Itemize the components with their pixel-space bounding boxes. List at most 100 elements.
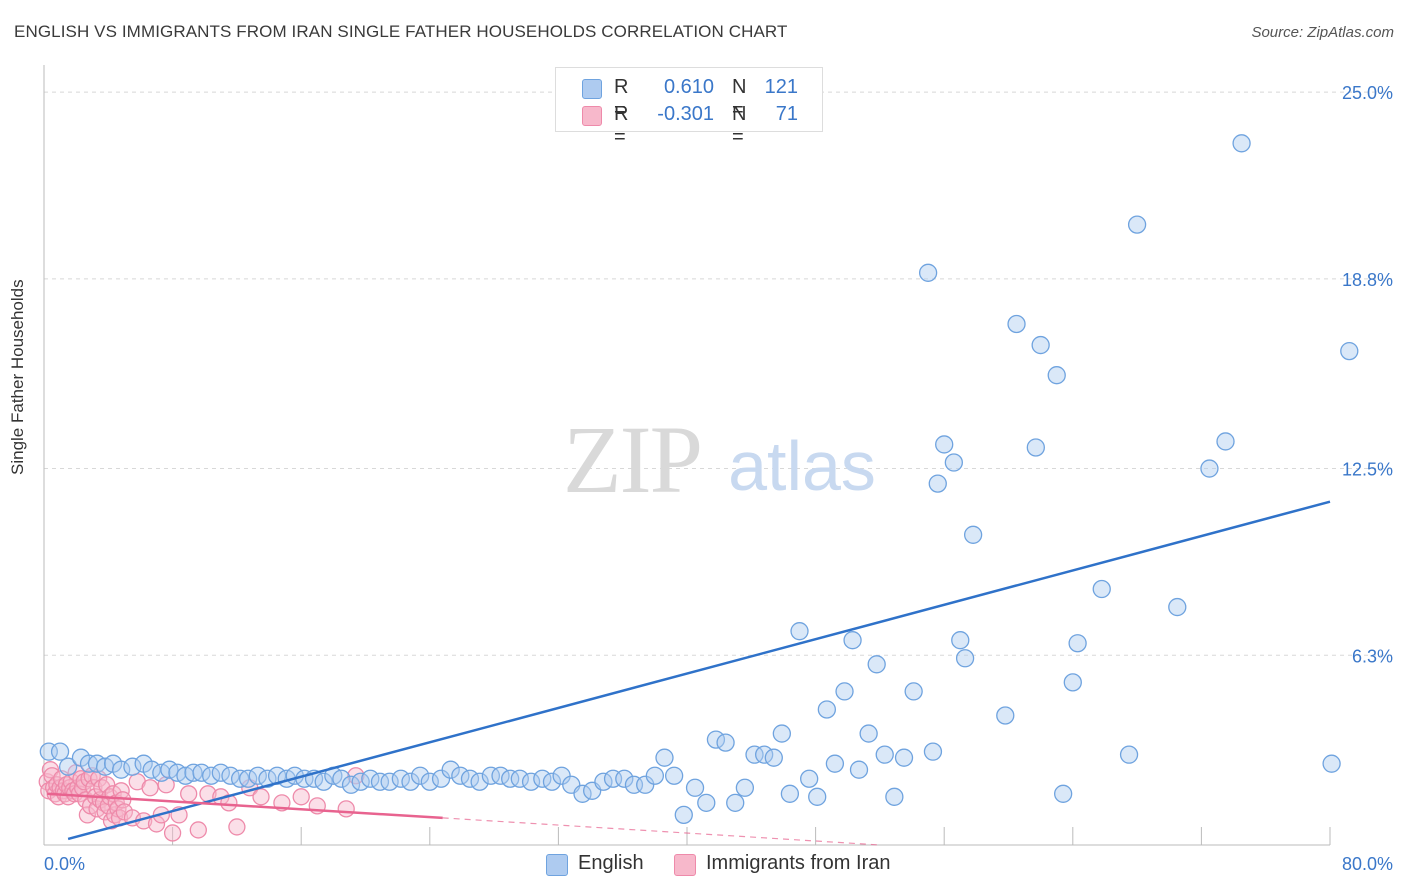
watermark-zip: ZIP [563,406,701,513]
english-point [1092,579,1111,599]
iran-series [38,761,365,842]
iran-point [41,761,60,779]
english-n-label: N = [732,76,747,121]
english-point [1068,634,1087,653]
iran-legend-swatch [674,854,696,876]
english-point [996,706,1015,725]
english-point [894,748,914,767]
tick-labels: 6.3% 12.5% 18.8% 25.0% 0.0% 80.0% [44,83,1393,874]
english-point [123,757,142,776]
english-point [1168,597,1187,617]
english-point [112,760,131,779]
english-point [50,742,70,761]
english-point [835,682,854,701]
english-point [885,787,904,806]
english-point [955,649,975,668]
english-point [923,742,943,761]
y-tick-label: 6.3% [1352,646,1393,666]
english-point [314,772,333,791]
english-point [951,631,970,650]
english-r-label: R = [614,76,629,121]
english-n-value: 121 [764,76,798,98]
grid [44,91,1392,656]
english-point [521,772,541,791]
iran-n-value: 71 [775,103,798,125]
axes [43,65,1331,846]
chart-title: ENGLISH VS IMMIGRANTS FROM IRAN SINGLE F… [14,22,788,41]
english-point [1232,134,1251,153]
english-point [1200,459,1219,478]
english-point [685,778,705,797]
watermark-atlas: atlas [728,427,876,505]
english-point [420,772,439,791]
english-point [745,745,764,764]
english-point [441,760,460,779]
iran-point [80,770,98,788]
english-point [867,655,886,674]
english-point [470,772,489,791]
english-point [370,772,390,791]
english-point [697,793,716,812]
english-point [935,435,954,454]
english-point [904,682,923,701]
iran-r-value: -0.301 [657,103,714,125]
y-tick-label: 18.8% [1342,270,1393,290]
english-point [380,772,399,791]
english-point [645,766,664,785]
trendlines [47,500,1331,846]
english-point [1127,215,1147,234]
y-tick-label: 12.5% [1342,460,1393,480]
iran-n-label: N = [732,103,747,148]
x-tick-label: 0.0% [44,854,85,874]
english-series [39,134,1359,825]
iran-trendline [47,792,443,820]
iran-trendline-extension [442,817,880,846]
english-point [944,453,963,472]
iran-point [163,824,182,842]
english-point [800,769,819,788]
english-point [1322,754,1341,773]
english-swatch [582,79,602,99]
english-point [780,784,800,803]
english-legend-swatch [546,854,568,876]
iran-point [292,788,310,806]
english-point [655,748,674,767]
source-label: Source: ZipAtlas.com [1251,24,1394,41]
iran-point [141,779,159,797]
english-point [1026,438,1045,457]
english-point [790,622,809,641]
x-tick-label: 80.0% [1342,854,1393,874]
english-point [764,748,783,767]
english-point [401,772,420,791]
iran-point [78,806,97,824]
english-point [1063,673,1082,692]
english-point [510,769,529,788]
iran-legend-label: Immigrants from Iran [706,852,891,874]
english-point [411,766,430,785]
english-point [1007,314,1026,334]
y-tick-label: 25.0% [1342,83,1393,103]
english-point [58,757,78,776]
english-point [817,700,837,719]
english-point [332,769,351,788]
english-point [1054,784,1073,803]
english-trendline [67,500,1331,841]
english-point [664,766,684,785]
iran-point [180,785,198,803]
english-point [615,769,634,788]
iran-point [337,800,355,818]
iran-r-label: R = [614,103,629,148]
english-point [735,778,755,797]
english-point [542,772,562,791]
english-point [843,631,862,650]
stats-legend: R = 0.610 N = 121 R = -0.301 N = 71 [555,67,823,148]
english-point [1047,366,1066,385]
english-point [928,474,947,493]
english-point [772,724,791,743]
iran-point [252,788,270,806]
english-r-value: 0.610 [663,76,714,98]
english-point [481,766,501,785]
english-point [674,805,693,825]
english-point [918,263,938,282]
english-point [726,793,745,812]
